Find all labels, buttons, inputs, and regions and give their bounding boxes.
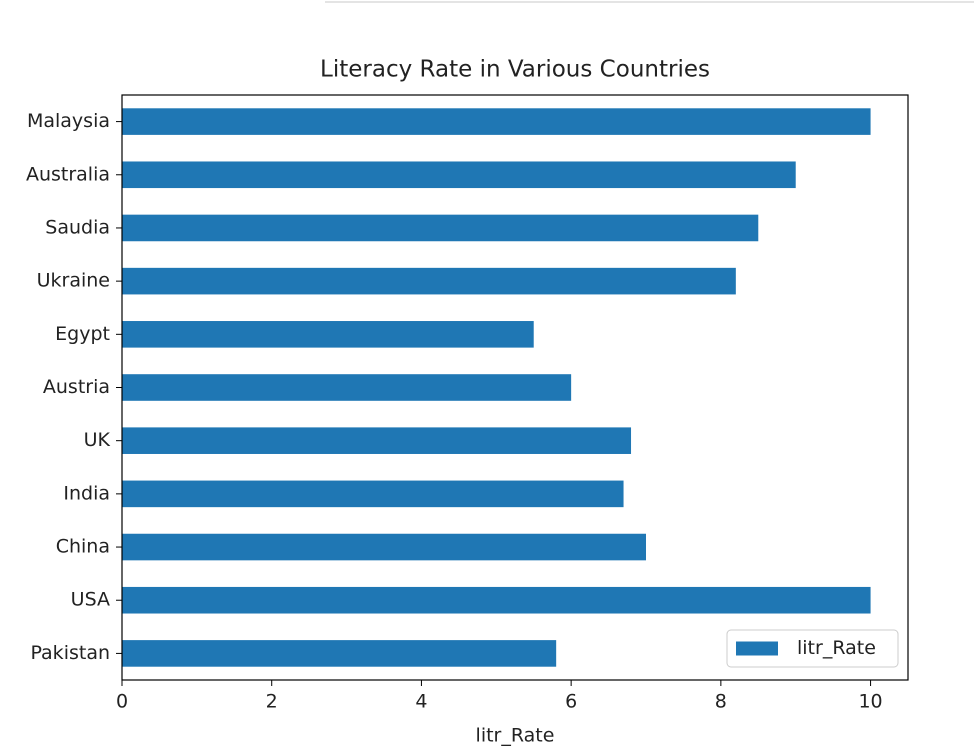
bar [122,586,871,614]
bar [122,640,557,667]
x-tick-label: 6 [565,691,577,713]
bar [122,267,736,295]
plot-frame [121,94,909,681]
y-tick-label: China [56,536,110,558]
x-tick-label: 8 [715,691,727,713]
y-tick-label: Saudia [45,216,110,238]
y-tick-label: Australia [26,163,110,185]
legend-label: litr_Rate [797,637,876,659]
y-tick-label: UK [84,429,111,451]
chart-title: Literacy Rate in Various Countries [320,57,710,83]
y-tick-label: USA [71,589,110,611]
x-axis-label: litr_Rate [476,725,555,747]
x-tick-label: 10 [858,691,882,713]
bar [122,214,759,242]
y-tick-label: Malaysia [27,110,110,132]
y-tick-label: Austria [43,376,110,398]
y-tick-label: India [63,482,110,504]
y-tick-label: Pakistan [30,642,110,664]
bar [122,108,871,135]
legend-box [726,629,899,668]
bar [122,427,632,454]
x-tick-label: 0 [116,691,128,713]
y-tick-label: Ukraine [37,270,110,292]
y-tick-label: Egypt [55,323,110,345]
bar [122,533,646,561]
x-tick-label: 2 [266,691,278,713]
bar [122,161,796,189]
bar [122,321,534,348]
legend-swatch [736,641,778,656]
bar [122,374,572,401]
x-tick-label: 4 [415,691,427,713]
bar [122,480,624,508]
